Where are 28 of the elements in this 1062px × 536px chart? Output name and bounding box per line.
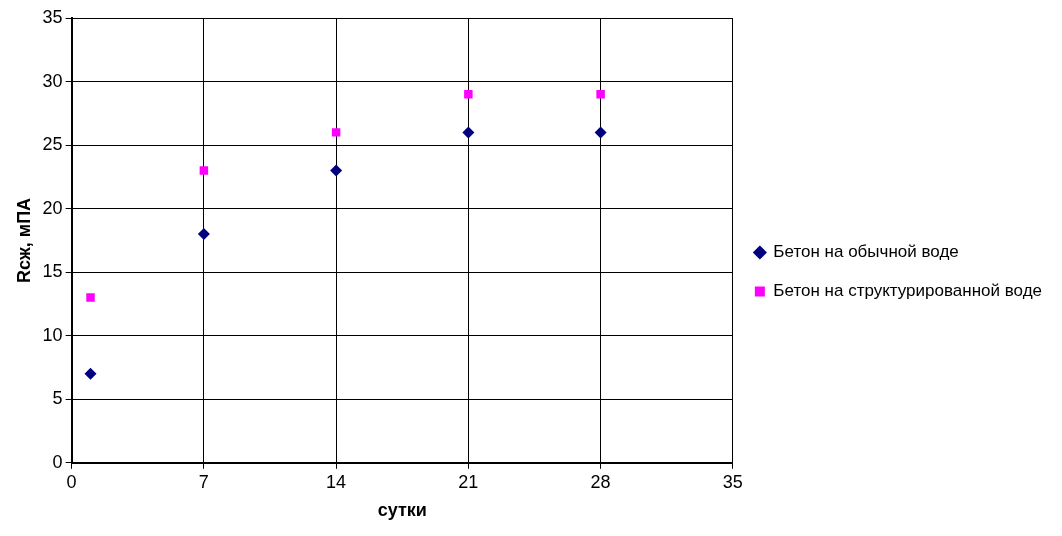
y-tick-label: 25 [42, 134, 63, 155]
point [86, 293, 95, 302]
point [462, 126, 475, 139]
point [594, 126, 607, 139]
point [464, 90, 473, 99]
y-tick-label: 5 [52, 388, 63, 409]
legend-label: Бетон на структурированной воде [773, 281, 1042, 301]
y-axis-title: Rсж, мПА [13, 197, 34, 283]
point [331, 128, 341, 137]
y-tick-label: 35 [42, 6, 63, 27]
point [197, 228, 210, 241]
x-tick-label: 14 [326, 471, 347, 492]
y-tick-label: 30 [42, 70, 63, 91]
y-tick-label: 0 [52, 451, 63, 472]
point [199, 166, 209, 175]
y-tick-label: 10 [42, 324, 63, 345]
x-axis-title: сутки [377, 500, 427, 521]
x-tick-label: 21 [458, 471, 479, 492]
y-tick-label: 20 [42, 197, 63, 218]
point [84, 367, 97, 380]
point [330, 164, 343, 177]
x-tick-label: 28 [590, 471, 611, 492]
x-tick-label: 0 [66, 471, 77, 492]
point [596, 90, 605, 99]
x-tick-label: 35 [722, 471, 743, 492]
y-tick-label: 15 [42, 261, 63, 282]
legend-label: Бетон на обычной воде [773, 242, 959, 262]
x-tick-label: 7 [198, 471, 209, 492]
